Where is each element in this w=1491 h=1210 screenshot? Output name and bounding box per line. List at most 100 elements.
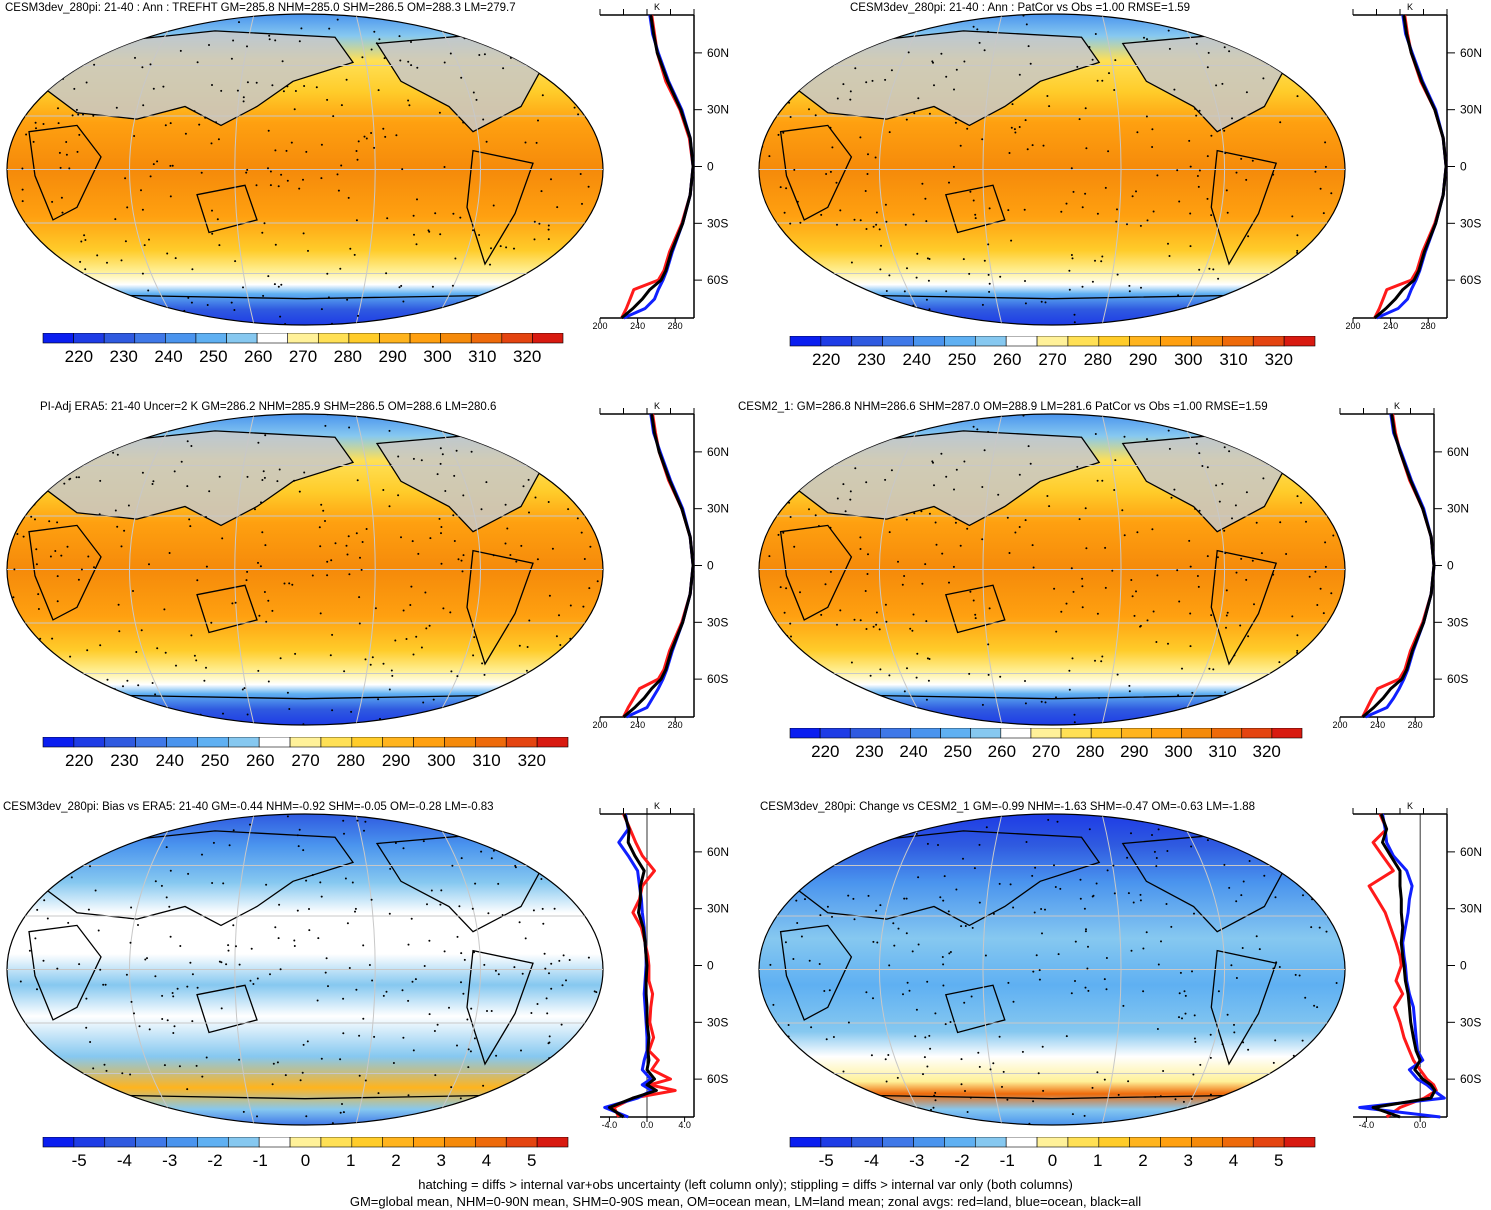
zonal-unit-label: K (1407, 801, 1413, 811)
colorbar-swatch (470, 333, 503, 344)
zonal-lat-label: 60N (707, 445, 729, 459)
colorbar-swatch (135, 1137, 167, 1148)
zonal-lat-label: 0 (707, 559, 714, 573)
colorbar-swatch (1000, 728, 1032, 739)
colorbar-swatch (940, 728, 972, 739)
zonal-lat-label: 30N (1460, 902, 1482, 916)
colorbar-swatch (382, 737, 414, 748)
world-map-5 (6, 813, 604, 1126)
colorbar-tick-label: 230 (855, 742, 883, 761)
zonal-average-plot-1: K 60N 30N 0 30S 60S 200 240 280 (592, 2, 729, 330)
panel-title: CESM3dev_280pi: Bias vs ERA5: 21-40 GM=-… (3, 801, 494, 813)
zonal-lat-label: 0 (1447, 559, 1454, 573)
colorbar-swatch (166, 1137, 198, 1148)
zonal-average-plot-5: K 60N 30N 0 30S 60S -4.0 0.0 4.0 (599, 801, 729, 1129)
zonal-series-black (1373, 14, 1448, 320)
colorbar-tick-label: 250 (944, 742, 972, 761)
colorbar-swatch (413, 1137, 445, 1148)
colorbar-swatch (227, 1137, 260, 1148)
zonal-unit-label: K (1394, 401, 1400, 411)
colorbar-swatch (166, 737, 198, 748)
zonal-lat-label: 60N (1460, 46, 1482, 60)
zonal-lat-label: 0 (1460, 160, 1467, 174)
colorbar-tick-label: 3 (1184, 1151, 1193, 1170)
colorbar-swatch (258, 1137, 291, 1148)
world-map-3 (6, 413, 604, 726)
colorbar-swatch (73, 737, 106, 748)
colorbar-swatch (413, 737, 445, 748)
colorbar-swatch (820, 1137, 853, 1148)
colorbar-tick-label: 220 (65, 347, 93, 366)
zonal-series-black (620, 14, 695, 320)
colorbar-swatch (135, 737, 167, 748)
zonal-series-red (622, 413, 695, 718)
colorbar-tick-label: 320 (1265, 350, 1293, 369)
colorbar-swatch (944, 336, 976, 347)
zonal-x-tick-label: 0.0 (1414, 1120, 1427, 1129)
zonal-lat-label: 60S (1460, 1072, 1481, 1086)
zonal-lat-label: 30S (707, 615, 728, 629)
colorbar-swatch (849, 728, 881, 739)
zonal-x-tick-label: 280 (1408, 720, 1423, 729)
footer-note-hatching: hatching = diffs > internal var+obs unce… (418, 1177, 1073, 1192)
colorbar-tick-label: 240 (154, 347, 182, 366)
colorbar-tick-label: 250 (201, 751, 229, 770)
colorbar-tick-label: 260 (246, 751, 274, 770)
colorbar-swatch (1271, 728, 1303, 739)
colorbar-swatch (1005, 336, 1038, 347)
zonal-unit-label: K (654, 801, 660, 811)
panel-title: CESM2_1: GM=286.8 NHM=286.6 SHM=287.0 OM… (738, 401, 1268, 413)
colorbar-3: 220 230 240 250 260 270 280 290 300 310 320 (42, 737, 569, 770)
colorbar-swatch (970, 728, 1002, 739)
colorbar-tick-label: 300 (1164, 742, 1192, 761)
zonal-x-tick-label: 240 (1370, 720, 1385, 729)
colorbar-swatch (536, 737, 569, 748)
colorbar-swatch (789, 336, 822, 347)
colorbar-tick-label: 290 (382, 751, 410, 770)
colorbar-tick-label: 4 (1229, 1151, 1238, 1170)
zonal-x-tick-label: -4.0 (1359, 1120, 1375, 1129)
colorbar-swatch (1252, 1137, 1285, 1148)
zonal-unit-label: K (654, 401, 660, 411)
zonal-series-blue (1364, 413, 1436, 719)
zonal-series-red (612, 813, 677, 1118)
colorbar-tick-label: 310 (1208, 742, 1236, 761)
colorbar-tick-label: 320 (518, 751, 546, 770)
colorbar-tick-label: 5 (527, 1151, 536, 1170)
colorbar-swatch (1252, 336, 1285, 347)
panel-title: CESM3dev_280pi: 21-40 : Ann : PatCor vs … (850, 2, 1191, 14)
colorbar-tick-label: 270 (1038, 350, 1066, 369)
colorbar-swatch (195, 333, 227, 344)
zonal-series-red (1361, 413, 1436, 718)
colorbar-swatch (501, 333, 533, 344)
colorbar-tick-label: 260 (988, 742, 1016, 761)
colorbar-swatch (789, 1137, 822, 1148)
colorbar-4: 220 230 240 250 260 270 280 290 300 310 320 (789, 728, 1303, 761)
colorbar-swatch (910, 728, 941, 739)
colorbar-swatch (317, 333, 350, 344)
world-map-6 (758, 813, 1346, 1126)
colorbar-tick-label: 1 (346, 1151, 355, 1170)
zonal-lat-label: 30N (707, 502, 729, 516)
colorbar-tick-label: 250 (948, 350, 976, 369)
zonal-lat-label: 30S (1447, 615, 1468, 629)
zonal-average-plot-2: K 60N 30N 0 30S 60S 200 240 280 (1345, 2, 1482, 330)
colorbar-swatch (42, 737, 75, 748)
zonal-series-blue (1375, 14, 1448, 320)
colorbar-tick-label: 240 (156, 751, 184, 770)
zonal-x-tick-label: 280 (1421, 321, 1436, 330)
colorbar-swatch (851, 336, 883, 347)
panel-title: CESM3dev_280pi: Change vs CESM2_1 GM=-0.… (760, 801, 1256, 813)
colorbar-tick-label: -2 (207, 1151, 222, 1170)
zonal-lat-label: 60S (707, 672, 728, 686)
zonal-series-black (607, 813, 658, 1119)
colorbar-swatch (42, 333, 74, 344)
colorbar-swatch (1098, 336, 1131, 347)
zonal-x-tick-label: 280 (668, 720, 683, 729)
zonal-series-red (1367, 813, 1438, 1119)
zonal-x-tick-label: 200 (592, 321, 607, 330)
colorbar-swatch (819, 728, 851, 739)
colorbar-swatch (475, 1137, 507, 1148)
colorbar-tick-label: 310 (472, 751, 500, 770)
zonal-lat-label: 60S (1447, 672, 1468, 686)
